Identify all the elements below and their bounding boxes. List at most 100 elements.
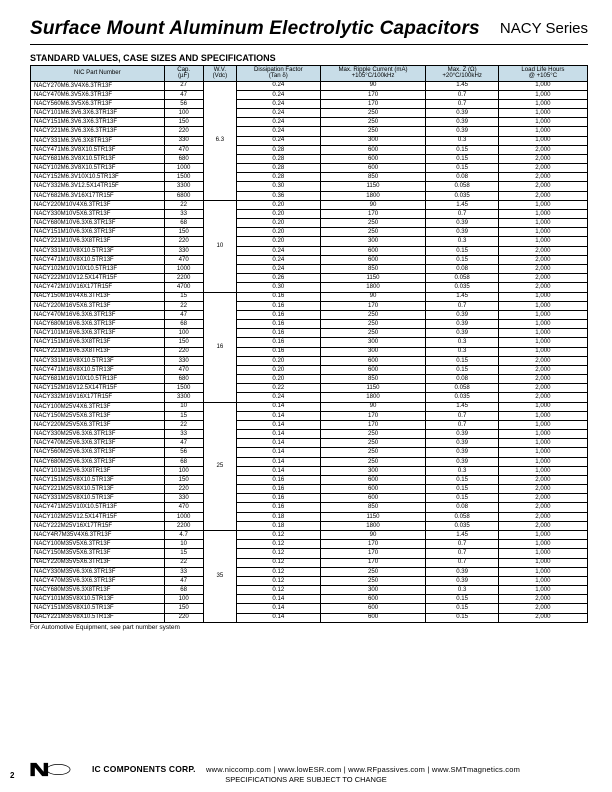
- data-cell: 330: [164, 246, 203, 255]
- data-cell: 0.30: [237, 182, 321, 191]
- data-cell: 2,000: [498, 255, 587, 264]
- data-cell: 0.36: [237, 191, 321, 200]
- table-row: NACY152M16V12.5X14TR15F15000.2211500.058…: [31, 384, 588, 393]
- data-cell: 470: [164, 365, 203, 374]
- wv-cell: 16: [203, 292, 236, 402]
- data-cell: 0.28: [237, 164, 321, 173]
- data-cell: 250: [320, 457, 426, 466]
- data-cell: 0.16: [237, 347, 321, 356]
- table-row: NACY681M16V10X10.5TR13F6800.208500.082,0…: [31, 375, 588, 384]
- data-cell: 0.39: [426, 228, 498, 237]
- data-cell: 0.18: [237, 521, 321, 530]
- data-cell: 0.24: [237, 81, 321, 90]
- table-row: NACY102M10V10X10.5TR13F10000.248500.082,…: [31, 265, 588, 274]
- data-cell: 0.14: [237, 466, 321, 475]
- data-cell: 150: [164, 118, 203, 127]
- data-cell: 150: [164, 338, 203, 347]
- part-cell: NACY150M16V4X6.3TR13F: [31, 292, 165, 301]
- data-cell: 1.45: [426, 200, 498, 209]
- data-cell: 6800: [164, 191, 203, 200]
- corp-name: IC COMPONENTS CORP.: [92, 764, 196, 774]
- data-cell: 1,000: [498, 549, 587, 558]
- data-cell: 1,000: [498, 200, 587, 209]
- data-cell: 0.3: [426, 466, 498, 475]
- col-header: Cap.(µF): [164, 66, 203, 82]
- data-cell: 90: [320, 402, 426, 411]
- data-cell: 0.12: [237, 540, 321, 549]
- part-cell: NACY680M25V6.3X6.3TR13F: [31, 457, 165, 466]
- data-cell: 2,000: [498, 246, 587, 255]
- wv-cell: 6.3: [203, 81, 236, 200]
- data-cell: 1,000: [498, 81, 587, 90]
- data-cell: 0.035: [426, 191, 498, 200]
- part-cell: NACY471M25V10X10.5TR13F: [31, 503, 165, 512]
- table-row: NACY330M35V6.3X6.3TR13F330.122500.391,00…: [31, 567, 588, 576]
- data-cell: 33: [164, 567, 203, 576]
- part-cell: NACY221M6.3V6.3X6.3TR13F: [31, 127, 165, 136]
- data-cell: 1,000: [498, 567, 587, 576]
- table-row: NACY220M10V4X6.3TR13F22100.20901.451,000: [31, 200, 588, 209]
- part-cell: NACY470M16V6.3X6.3TR13F: [31, 310, 165, 319]
- data-cell: 33: [164, 430, 203, 439]
- data-cell: 0.24: [237, 265, 321, 274]
- data-cell: 0.15: [426, 613, 498, 622]
- table-row: NACY331M6.3V6.3X8TR13F3300.243000.31,000: [31, 136, 588, 145]
- table-row: NACY151M35V8X10.5TR13F1500.146000.152,00…: [31, 604, 588, 613]
- table-row: NACY221M10V6.3X8TR13F2200.203000.31,000: [31, 237, 588, 246]
- data-cell: 0.39: [426, 567, 498, 576]
- data-cell: 300: [320, 237, 426, 246]
- wv-cell: 10: [203, 200, 236, 292]
- part-cell: NACY220M25V5X6.3TR13F: [31, 420, 165, 429]
- table-row: NACY471M25V10X10.5TR13F4700.168500.082,0…: [31, 503, 588, 512]
- table-row: NACY470M6.3V5X6.3TR13F470.241700.71,000: [31, 90, 588, 99]
- table-row: NACY102M25V12.5X14TR15F10000.1811500.058…: [31, 512, 588, 521]
- data-cell: 680: [164, 375, 203, 384]
- table-row: NACY221M35V8X10.5TR13F2200.146000.152,00…: [31, 613, 588, 622]
- data-cell: 0.7: [426, 549, 498, 558]
- table-row: NACY682M6.3V16X17TR15F68000.3618000.0352…: [31, 191, 588, 200]
- data-cell: 2,000: [498, 173, 587, 182]
- data-cell: 1,000: [498, 448, 587, 457]
- spec-table: NIC Part NumberCap.(µF)W.V.(Vdc)Dissipat…: [30, 65, 588, 623]
- table-row: NACY560M6.3V5X6.3TR13F560.241700.71,000: [31, 99, 588, 108]
- data-cell: 0.28: [237, 173, 321, 182]
- data-cell: 56: [164, 99, 203, 108]
- table-row: NACY331M25V8X10.5TR13F3300.166000.152,00…: [31, 494, 588, 503]
- data-cell: 0.24: [237, 99, 321, 108]
- data-cell: 1000: [164, 265, 203, 274]
- data-cell: 850: [320, 173, 426, 182]
- data-cell: 2,000: [498, 375, 587, 384]
- table-row: NACY470M35V6.3X6.3TR13F470.122500.391,00…: [31, 576, 588, 585]
- data-cell: 170: [320, 301, 426, 310]
- data-cell: 250: [320, 448, 426, 457]
- part-cell: NACY471M10V8X10.5TR13F: [31, 255, 165, 264]
- table-row: NACY220M35V5X6.3TR13F220.121700.71,000: [31, 558, 588, 567]
- data-cell: 100: [164, 595, 203, 604]
- data-cell: 10: [164, 540, 203, 549]
- data-cell: 4700: [164, 283, 203, 292]
- data-cell: 330: [164, 494, 203, 503]
- table-row: NACY470M25V6.3X6.3TR13F470.142500.391,00…: [31, 439, 588, 448]
- table-footnote: For Automotive Equipment, see part numbe…: [30, 624, 588, 631]
- data-cell: 2,000: [498, 283, 587, 292]
- data-cell: 2,000: [498, 191, 587, 200]
- table-row: NACY151M25V8X10.5TR13F1500.166000.152,00…: [31, 475, 588, 484]
- data-cell: 1,000: [498, 136, 587, 145]
- part-cell: NACY221M16V6.3X8TR13F: [31, 347, 165, 356]
- data-cell: 0.39: [426, 118, 498, 127]
- part-cell: NACY102M10V10X10.5TR13F: [31, 265, 165, 274]
- data-cell: 2,000: [498, 503, 587, 512]
- data-cell: 220: [164, 613, 203, 622]
- data-cell: 1150: [320, 512, 426, 521]
- data-cell: 600: [320, 613, 426, 622]
- part-cell: NACY470M6.3V5X6.3TR13F: [31, 90, 165, 99]
- table-row: NACY330M25V6.3X6.3TR13F330.142500.391,00…: [31, 430, 588, 439]
- data-cell: 600: [320, 365, 426, 374]
- data-cell: 68: [164, 457, 203, 466]
- part-cell: NACY681M6.3V8X10.5TR13F: [31, 154, 165, 163]
- data-cell: 0.16: [237, 301, 321, 310]
- data-cell: 1,000: [498, 402, 587, 411]
- data-cell: 0.12: [237, 530, 321, 539]
- data-cell: 0.7: [426, 99, 498, 108]
- data-cell: 1.45: [426, 81, 498, 90]
